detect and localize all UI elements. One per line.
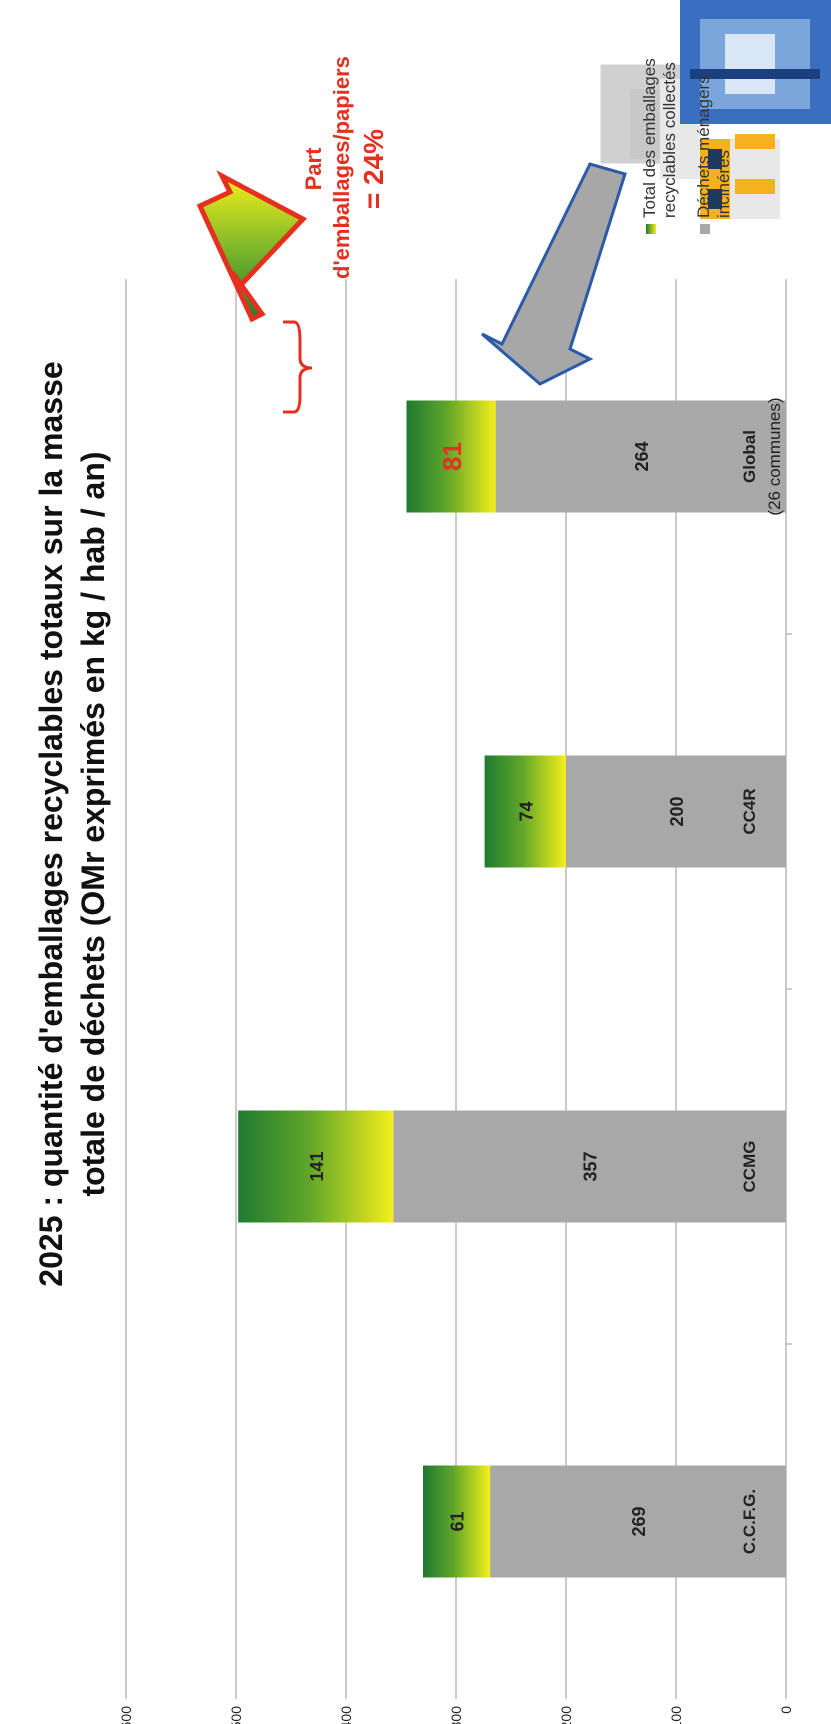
recycling-arrow: [196, 170, 308, 323]
annotation-line2: d'emballages/papiers: [329, 56, 354, 279]
x-category-label: Global: [740, 430, 759, 483]
bar-recyclables: [484, 755, 567, 868]
annotation-line1: Part: [301, 147, 326, 191]
data-label-recyclables: 61: [448, 1511, 468, 1531]
legend-item-incineres: Déchets ménagers incinérés: [694, 14, 734, 234]
bar-incineres: [490, 1465, 786, 1578]
legend-label-recyclables: Total des emballages recyclables collect…: [640, 58, 679, 218]
data-label-incineres: 269: [629, 1506, 649, 1536]
bar-recyclables: [406, 400, 496, 513]
x-category-label: CC4R: [740, 788, 759, 834]
x-axis-labels: C.C.F.G. CCMG CC4R Global (26 communes): [740, 397, 784, 1554]
bar-incineres: [495, 400, 786, 513]
data-label-recyclables: 141: [307, 1151, 327, 1181]
data-label-incineres: 200: [667, 796, 687, 826]
bar-recyclables: [423, 1465, 491, 1578]
annotation-percentage: = 24%: [358, 128, 389, 210]
legend-swatch-grey: [700, 224, 710, 234]
legend-swatch-green: [646, 224, 656, 234]
brace-marker: [283, 320, 313, 414]
y-tick-label: 500: [228, 1706, 244, 1724]
legend-label-incineres: Déchets ménagers incinérés: [694, 75, 733, 218]
y-axis-ticks: 0 100 200 300 400 500 600: [118, 1706, 794, 1724]
data-label-recyclables: 81: [437, 442, 467, 471]
y-tick-label: 300: [448, 1706, 464, 1724]
bar-recyclables: [238, 1110, 394, 1223]
x-category-sublabel: (26 communes): [765, 397, 784, 515]
incinerator-photo-icon: [680, 0, 831, 124]
data-label-recyclables: 74: [516, 801, 536, 821]
bars-group: 269 61 357 141 200 74 264 81: [238, 400, 786, 1578]
data-label-incineres: 357: [581, 1151, 601, 1181]
legend-item-recyclables: Total des emballages recyclables collect…: [640, 14, 680, 234]
bar-incineres: [566, 755, 786, 868]
x-category-label: C.C.F.G.: [740, 1489, 759, 1554]
legend: Total des emballages recyclables collect…: [640, 14, 748, 234]
y-tick-label: 400: [338, 1706, 354, 1724]
bar-incineres: [393, 1110, 786, 1223]
data-label-incineres: 264: [632, 441, 652, 471]
y-tick-label: 200: [558, 1706, 574, 1724]
incineration-arrow: [481, 162, 627, 386]
y-tick-label: 100: [668, 1706, 684, 1724]
grid-lines: [125, 279, 792, 1699]
x-category-label: CCMG: [740, 1141, 759, 1193]
y-tick-label: 600: [118, 1706, 134, 1724]
percentage-annotation: Part d'emballages/papiers = 24%: [300, 56, 392, 279]
y-tick-label: 0: [778, 1706, 794, 1714]
